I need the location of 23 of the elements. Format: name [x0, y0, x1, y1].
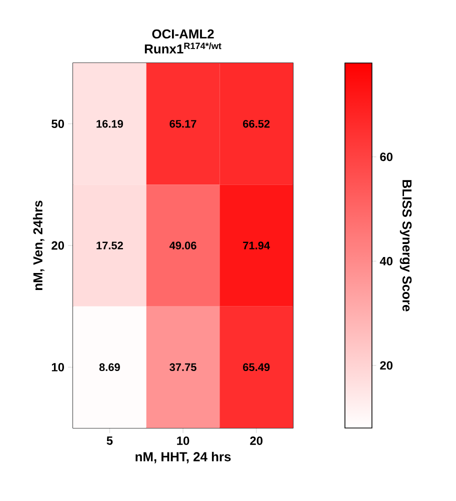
color-bar-label: 60 — [380, 152, 392, 162]
data-label: 37.75 — [170, 363, 196, 372]
data-label: 17.52 — [96, 242, 123, 250]
x-tick-label: 10 — [177, 436, 190, 445]
x-axis-title: nM, HHT, 24 hrs — [136, 452, 231, 464]
data-label: 8.69 — [99, 363, 120, 372]
chart-subtitle: Runx1$^{R174*/wt}$ — [144, 42, 222, 54]
data-label: 16.19 — [96, 120, 123, 128]
data-label: 65.17 — [170, 120, 196, 128]
x-tick-label: 20 — [250, 436, 262, 445]
x-tick-label: 5 — [106, 436, 113, 445]
data-label: 49.06 — [169, 242, 196, 250]
color-bar-title: BLISS Synergy Score — [400, 180, 412, 312]
y-tick-label: 50 — [52, 120, 64, 128]
data-label: 66.52 — [243, 120, 270, 128]
color-bar-label: 20 — [380, 361, 392, 370]
chart-title: OCI-AML2 — [152, 29, 214, 39]
color-bar-label: 40 — [380, 256, 392, 266]
y-tick-label: 20 — [52, 241, 64, 250]
y-axis-title: nM, Ven, 24hrs — [32, 200, 44, 290]
data-label: 71.94 — [243, 242, 270, 250]
y-tick-label: 10 — [52, 362, 64, 372]
data-label: 65.49 — [243, 363, 270, 372]
